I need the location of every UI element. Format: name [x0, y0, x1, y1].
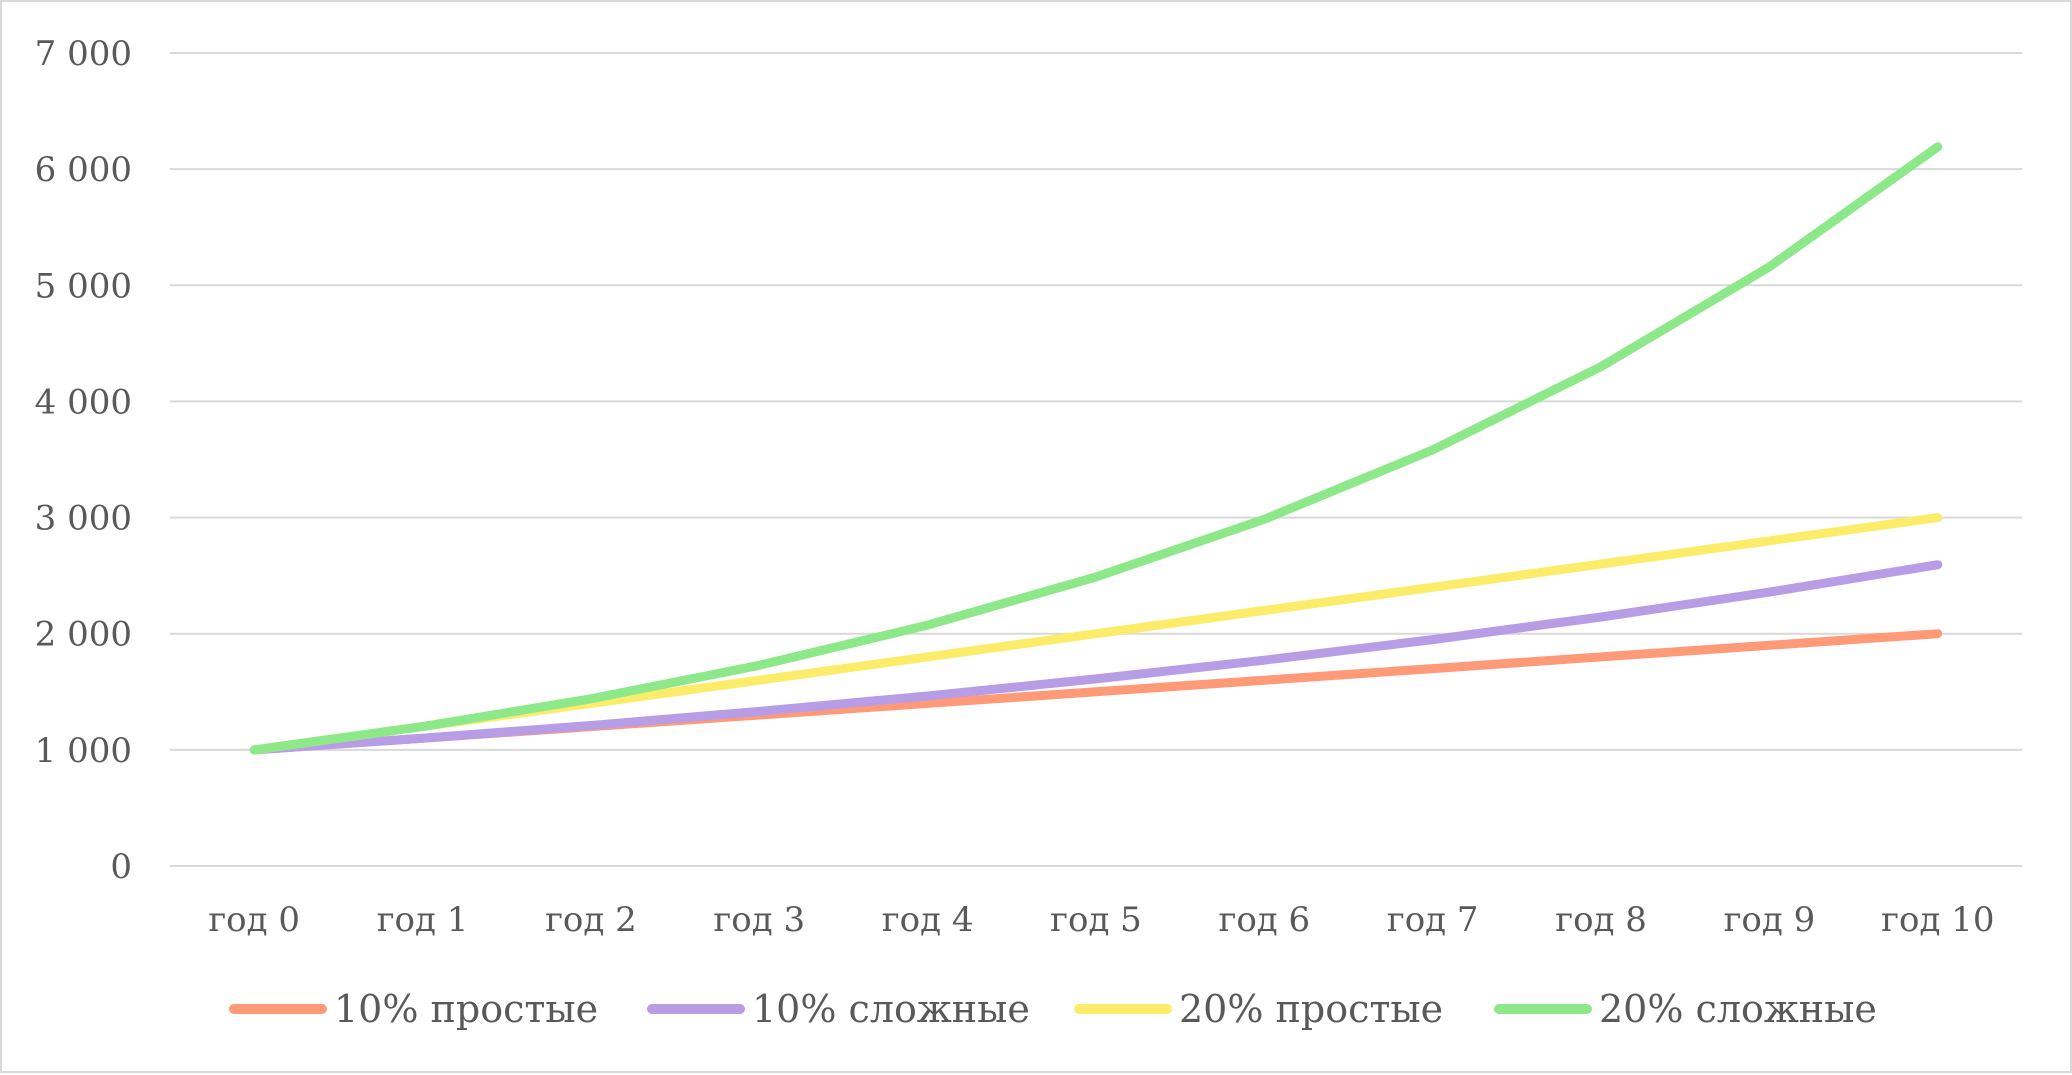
y-tick-label: 3 000 [35, 499, 132, 539]
x-tick-label: год 7 [1387, 900, 1479, 940]
gridlines [170, 52, 2022, 867]
x-tick-label: год 2 [545, 900, 637, 940]
x-tick-label: год 9 [1724, 900, 1816, 940]
x-tick-label: год 5 [1050, 900, 1142, 940]
y-tick-label: 5 000 [35, 266, 132, 306]
x-tick-label: год 0 [208, 900, 300, 940]
series-line-2 [249, 560, 1943, 755]
legend-label: 10% простые [334, 987, 598, 1031]
legend: 10% простые 10% сложные 20% простые 20% сло… [229, 987, 1877, 1031]
y-tick-label: 6 000 [35, 150, 132, 190]
x-tick-label: год 3 [713, 900, 805, 940]
legend-label: 20% простые [1179, 987, 1443, 1031]
y-tick-label: 1 000 [35, 731, 132, 771]
x-tick-label: год 8 [1555, 900, 1647, 940]
legend-label: 20% сложные [1599, 987, 1877, 1031]
y-tick-label: 4 000 [35, 382, 132, 422]
x-tick-label: год 1 [377, 900, 469, 940]
legend-label: 10% сложные [752, 987, 1030, 1031]
y-tick-label: 7 000 [35, 34, 132, 74]
x-tick-label: год 6 [1219, 900, 1311, 940]
x-tick-label: год 10 [1881, 900, 1994, 940]
y-axis: 0 1 000 2 000 3 000 4 000 5 000 6 000 7 000 [35, 34, 132, 887]
y-tick-label: 2 000 [35, 615, 132, 655]
series-lines [249, 142, 1943, 755]
series-line-4 [249, 142, 1943, 755]
x-axis: год 0 год 1 год 2 год 3 год 4 год 5 год 6 год 7… [208, 900, 1994, 940]
x-tick-label: год 4 [882, 900, 974, 940]
y-tick-label: 0 [110, 847, 132, 887]
